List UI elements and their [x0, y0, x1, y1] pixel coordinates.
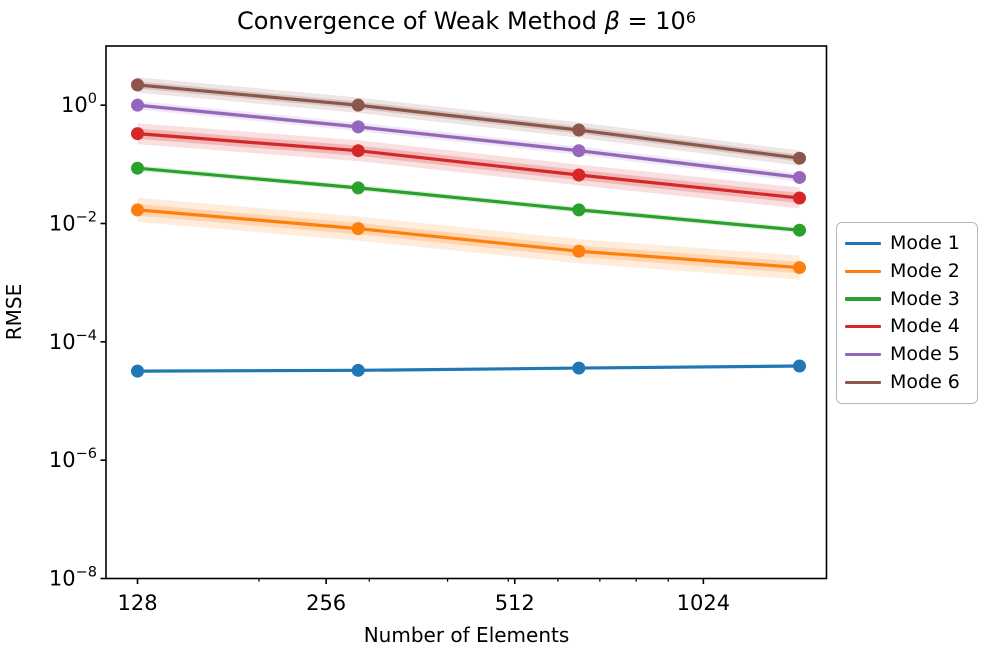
data-point-mode-1[interactable] [793, 359, 807, 373]
data-point-mode-2[interactable] [131, 203, 145, 217]
chart-title: Convergence of Weak Method β = 106 [106, 7, 827, 35]
data-point-mode-3[interactable] [351, 181, 365, 195]
data-point-mode-6[interactable] [572, 123, 586, 137]
legend-label-mode-6: Mode 6 [890, 371, 960, 394]
data-point-mode-6[interactable] [793, 151, 807, 165]
chart-title-mid: = 10 [619, 7, 686, 35]
series-line-mode-6[interactable] [137, 83, 800, 160]
data-point-mode-1[interactable] [351, 363, 365, 377]
data-point-mode-3[interactable] [131, 161, 145, 175]
y-tick-label-10^0: 100 [61, 91, 97, 117]
data-point-mode-1[interactable] [572, 361, 586, 375]
legend-item-mode-2[interactable]: Mode 2 [845, 259, 969, 282]
series-line-mode-3[interactable] [137, 166, 800, 232]
y-axis-label: RMSE [2, 283, 26, 341]
data-point-mode-2[interactable] [572, 244, 586, 258]
data-point-mode-3[interactable] [793, 223, 807, 237]
data-point-mode-5[interactable] [351, 120, 365, 134]
beta-symbol: β [604, 7, 620, 35]
legend-line-swatch-mode-3 [845, 297, 881, 301]
x-axis-label: Number of Elements [363, 623, 570, 647]
legend-item-mode-4[interactable]: Mode 4 [845, 317, 969, 336]
data-point-mode-3[interactable] [572, 203, 586, 217]
legend: Mode 1 Mode 2 Mode 3 Mode 4 Mode 5 Mode 6 [836, 222, 978, 404]
legend-line-swatch-mode-4 [845, 325, 881, 329]
data-point-mode-4[interactable] [131, 127, 145, 141]
legend-label-mode-4: Mode 4 [890, 315, 960, 338]
data-point-mode-4[interactable] [793, 191, 807, 205]
data-point-mode-2[interactable] [793, 261, 807, 275]
plot-frame [105, 45, 828, 580]
y-tick-label-10^−8: 10−8 [49, 565, 97, 591]
y-tick-label-10^−4: 10−4 [49, 328, 97, 354]
chart-title-exponent: 6 [685, 8, 696, 27]
legend-item-mode-5[interactable]: Mode 5 [845, 345, 969, 364]
legend-item-mode-1[interactable]: Mode 1 [845, 231, 969, 254]
legend-label-mode-5: Mode 5 [890, 343, 960, 366]
data-point-mode-5[interactable] [572, 144, 586, 158]
data-point-mode-6[interactable] [131, 78, 145, 92]
x-tick-label-1024: 1024 [677, 591, 730, 615]
legend-line-swatch-mode-5 [845, 353, 881, 357]
chart-title-text: Convergence of Weak Method [236, 7, 605, 35]
y-tick-label-10^−2: 10−2 [49, 210, 97, 236]
series-line-mode-1[interactable] [137, 364, 800, 373]
legend-label-mode-3: Mode 3 [890, 287, 960, 310]
x-tick-label-256: 256 [306, 591, 346, 615]
data-point-mode-2[interactable] [351, 222, 365, 236]
legend-line-swatch-mode-1 [845, 241, 881, 245]
data-point-mode-4[interactable] [351, 144, 365, 158]
x-tick-label-128: 128 [117, 591, 157, 615]
data-point-mode-5[interactable] [793, 170, 807, 184]
legend-item-mode-3[interactable]: Mode 3 [845, 287, 969, 310]
data-point-mode-5[interactable] [131, 98, 145, 112]
data-point-mode-6[interactable] [351, 98, 365, 112]
legend-label-mode-1: Mode 1 [890, 231, 960, 254]
data-point-mode-4[interactable] [572, 168, 586, 182]
data-point-mode-1[interactable] [131, 364, 145, 378]
legend-line-swatch-mode-6 [845, 380, 881, 385]
legend-item-mode-6[interactable]: Mode 6 [845, 373, 969, 392]
legend-line-swatch-mode-2 [845, 269, 881, 273]
y-tick-label-10^−6: 10−6 [49, 446, 97, 472]
series-line-mode-2[interactable] [137, 208, 800, 270]
x-tick-label-512: 512 [495, 591, 535, 615]
error-band-outer-mode-4 [137, 123, 800, 209]
series-line-mode-5[interactable] [137, 103, 800, 180]
legend-label-mode-2: Mode 2 [890, 259, 960, 282]
series-line-mode-4[interactable] [137, 132, 800, 200]
